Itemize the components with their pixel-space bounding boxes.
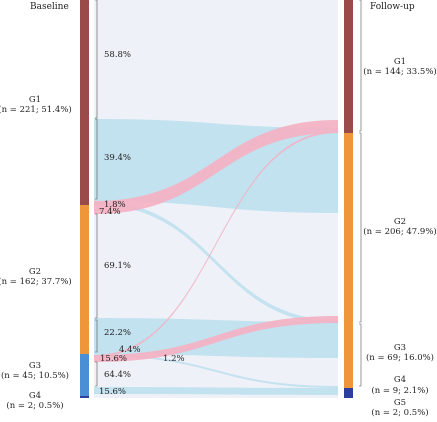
baseline-g4-detail: (n = 2; 0.5%)	[6, 401, 64, 411]
baseline-g4-name: G4	[28, 391, 42, 401]
baseline-g3-detail: (n = 45; 10.5%)	[0, 371, 70, 381]
flow-g3-g4	[94, 387, 338, 395]
bracket-g2-g3	[95, 319, 98, 353]
followup-node-g5	[344, 396, 353, 398]
flow-label-g1-g1: 58.8%	[104, 50, 132, 60]
baseline-node-g4	[80, 396, 89, 398]
baseline-g2-name: G2	[28, 267, 42, 277]
baseline-node-g2	[80, 205, 89, 354]
flow-label-g2-g4: 1.2%	[163, 354, 185, 364]
baseline-g1-detail: (n = 221; 51.4%)	[0, 105, 72, 115]
flow-label-g2-g2: 69.1%	[104, 261, 132, 271]
baseline-node-g1	[80, 0, 89, 205]
followup-g3-detail: (n = 69; 16.0%)	[365, 353, 435, 363]
flow-label-g2-g3: 22.2%	[104, 328, 132, 338]
flow-label-g3-g4: 15.6%	[99, 387, 127, 397]
flow-g3-g1	[94, 131, 338, 357]
followup-g3-name: G3	[393, 343, 407, 353]
flow-g3-g2	[94, 316, 338, 362]
followup-node-g4	[344, 388, 353, 396]
followup-g4-name: G4	[393, 375, 407, 385]
followup-g1-name: G1	[393, 57, 407, 67]
flow-label-g1-g3: 1.8%	[104, 200, 126, 210]
followup-bracket-g3	[359, 323, 362, 387]
flow-g1-g3	[94, 201, 338, 324]
bracket-g1-g2	[95, 118, 98, 200]
followup-bracket-g1	[359, 0, 362, 132]
flow-label-g1-g2: 39.4%	[104, 153, 132, 163]
baseline-node-g3	[80, 354, 89, 396]
flow-label-g2-g1: 7.4%	[99, 207, 121, 217]
bracket-g1-g1	[95, 0, 98, 119]
followup-node-g1	[344, 0, 353, 133]
flow-g2-g4	[94, 354, 338, 388]
bracket-g3-g3	[95, 361, 98, 387]
followup-node-g2	[344, 133, 353, 388]
followup-g2-name: G2	[393, 217, 407, 227]
baseline-header: Baseline	[30, 2, 69, 12]
followup-g5-detail: (n = 2; 0.5%)	[371, 408, 429, 418]
baseline-g1-name: G1	[28, 95, 42, 105]
followup-g4-detail: (n = 9; 2.1%)	[371, 386, 429, 396]
flow-label-g3-g2: 15.6%	[100, 354, 128, 364]
flow-label-g3-g1: 4.4%	[119, 345, 141, 355]
baseline-g2-detail: (n = 162; 37.7%)	[0, 277, 72, 287]
flow-label-g3-g3: 64.4%	[104, 370, 132, 380]
followup-g1-detail: (n = 144; 33.5%)	[363, 67, 437, 77]
followup-g5-name: G5	[393, 398, 407, 408]
followup-g2-detail: (n = 206; 47.9%)	[363, 227, 437, 237]
followup-node-g3	[344, 324, 353, 388]
followup-bracket-g2	[359, 132, 362, 323]
followup-header: Follow-up	[370, 2, 415, 12]
baseline-g3-name: G3	[28, 361, 42, 371]
bracket-g2-g2	[95, 213, 98, 319]
flow-g2-g1	[94, 120, 338, 214]
